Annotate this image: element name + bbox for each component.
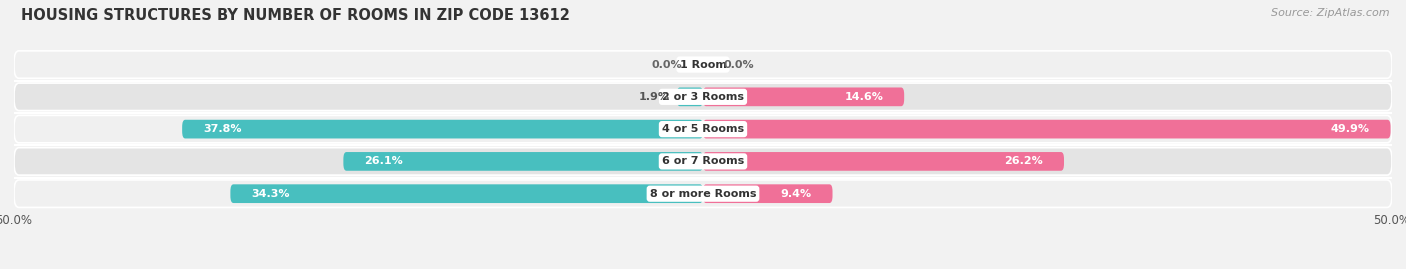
Text: 8 or more Rooms: 8 or more Rooms xyxy=(650,189,756,199)
FancyBboxPatch shape xyxy=(183,120,703,139)
Text: 2 or 3 Rooms: 2 or 3 Rooms xyxy=(662,92,744,102)
Text: HOUSING STRUCTURES BY NUMBER OF ROOMS IN ZIP CODE 13612: HOUSING STRUCTURES BY NUMBER OF ROOMS IN… xyxy=(21,8,569,23)
Text: 0.0%: 0.0% xyxy=(652,59,682,70)
Text: 9.4%: 9.4% xyxy=(780,189,811,199)
Text: 49.9%: 49.9% xyxy=(1331,124,1369,134)
FancyBboxPatch shape xyxy=(14,83,1392,111)
Text: Source: ZipAtlas.com: Source: ZipAtlas.com xyxy=(1271,8,1389,18)
FancyBboxPatch shape xyxy=(14,115,1392,143)
Text: 34.3%: 34.3% xyxy=(252,189,290,199)
FancyBboxPatch shape xyxy=(703,87,904,106)
FancyBboxPatch shape xyxy=(703,120,1391,139)
FancyBboxPatch shape xyxy=(703,184,832,203)
FancyBboxPatch shape xyxy=(703,152,1064,171)
Text: 14.6%: 14.6% xyxy=(845,92,883,102)
Text: 1.9%: 1.9% xyxy=(638,92,669,102)
Text: 6 or 7 Rooms: 6 or 7 Rooms xyxy=(662,156,744,167)
Text: 37.8%: 37.8% xyxy=(202,124,242,134)
Text: 26.2%: 26.2% xyxy=(1004,156,1043,167)
FancyBboxPatch shape xyxy=(14,180,1392,207)
FancyBboxPatch shape xyxy=(231,184,703,203)
Text: 4 or 5 Rooms: 4 or 5 Rooms xyxy=(662,124,744,134)
Text: 26.1%: 26.1% xyxy=(364,156,402,167)
Text: 1 Room: 1 Room xyxy=(679,59,727,70)
FancyBboxPatch shape xyxy=(676,87,703,106)
FancyBboxPatch shape xyxy=(14,148,1392,175)
FancyBboxPatch shape xyxy=(343,152,703,171)
FancyBboxPatch shape xyxy=(14,51,1392,78)
Text: 0.0%: 0.0% xyxy=(724,59,754,70)
